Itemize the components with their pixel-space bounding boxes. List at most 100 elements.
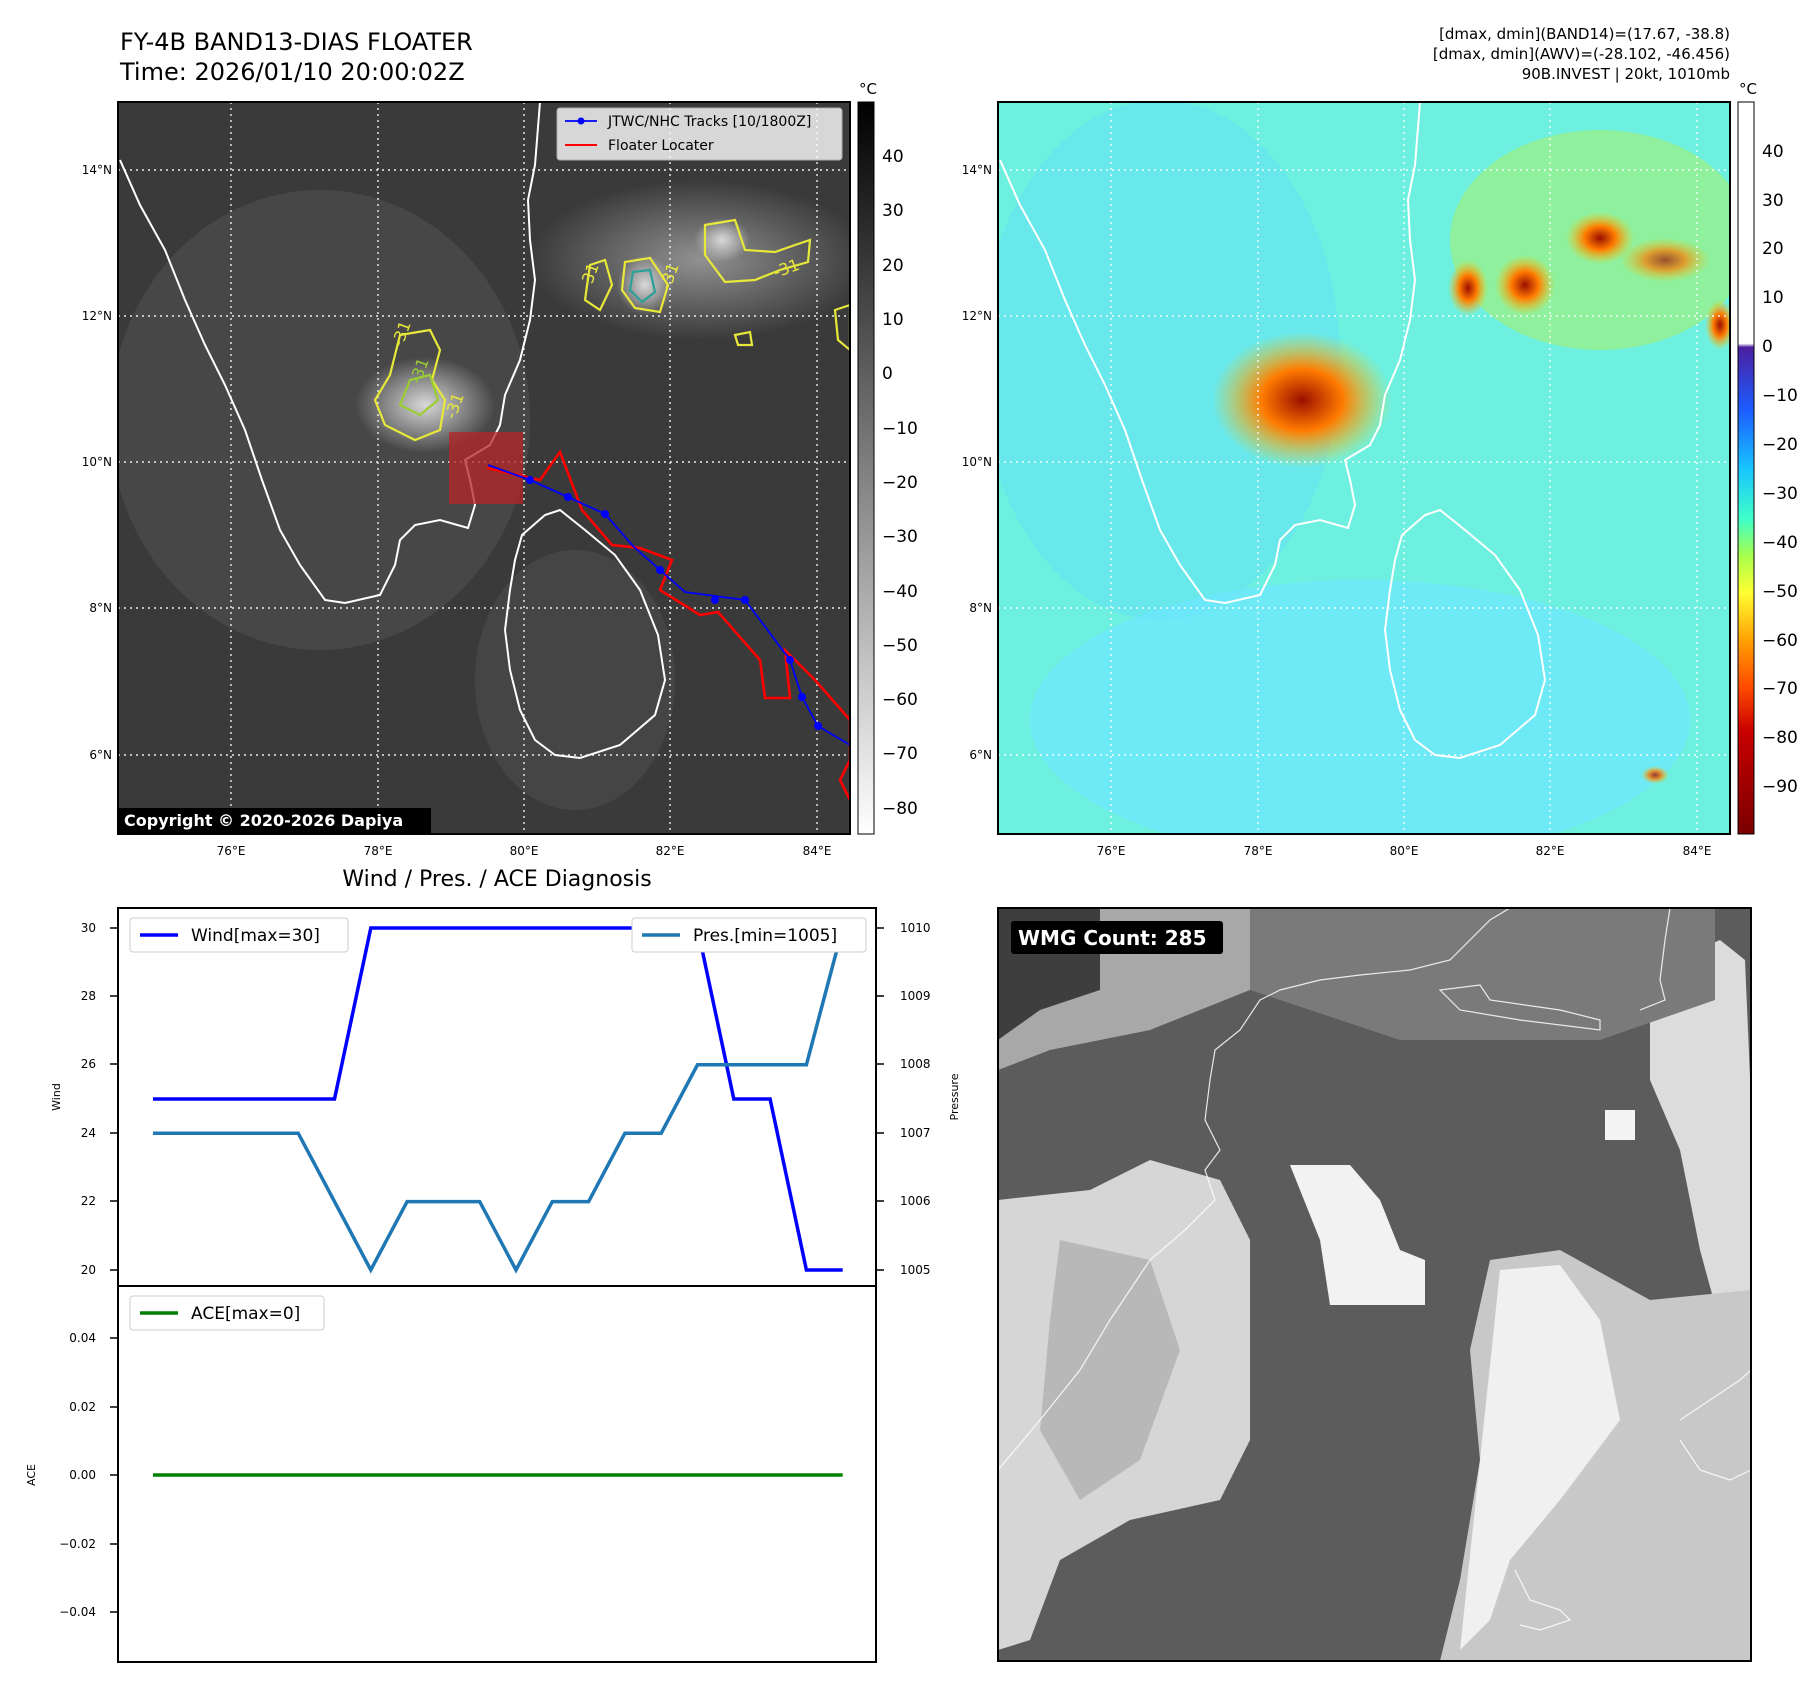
awv-cbar-tick-1: 30 — [1762, 191, 1784, 211]
pressure-legend: Pres.[min=1005] — [631, 917, 867, 953]
ir-cbar-tick-2: 20 — [882, 256, 904, 276]
jtwc-track-points — [526, 476, 822, 730]
ir-lat-tick-6: 6°N — [89, 748, 112, 762]
ir-lon-tick-78: 78°E — [364, 844, 393, 858]
awv-lat-tick-6: 6°N — [969, 748, 992, 762]
awv-cbar-tick-9: −50 — [1762, 582, 1798, 602]
copyright-box — [119, 808, 431, 833]
ace-ytick-000: 0.00 — [69, 1468, 96, 1482]
awv-lat-ticks: 14°N 12°N 10°N 8°N 6°N — [962, 163, 992, 762]
wind-legend: Wind[max=30] — [129, 917, 349, 953]
wind-ytick-24: 24 — [81, 1126, 96, 1140]
wind-ytick-20: 20 — [81, 1263, 96, 1277]
meta-line-1: [dmax, dmin](BAND14)=(17.67, -38.8) — [1439, 25, 1730, 43]
awv-lat-tick-10: 10°N — [962, 455, 992, 469]
awv-colorbar-unit: °C — [1739, 80, 1757, 98]
awv-cbar-tick-3: 10 — [1762, 288, 1784, 308]
wmg-bright-central — [1290, 1165, 1425, 1305]
wind-ytick-marks — [110, 927, 118, 1271]
awv-cell-4 — [1620, 238, 1710, 282]
india-coastline — [119, 102, 541, 605]
ir-lon-ticks: 76°E 78°E 80°E 82°E 84°E — [217, 844, 832, 858]
ir-map-frame — [117, 101, 851, 835]
ir-cbar-tick-0: 40 — [882, 147, 904, 167]
awv-lon-tick-80: 80°E — [1390, 844, 1419, 858]
pressure-line — [153, 927, 845, 1274]
awv-cbar-tick-13: −90 — [1762, 777, 1798, 797]
ir-cbar-tick-12: −80 — [882, 799, 918, 819]
wmg-count-label: WMG Count: 285 — [1018, 926, 1207, 950]
ace-ytick-m004: −0.04 — [59, 1605, 96, 1619]
awv-lat-tick-14: 14°N — [962, 163, 992, 177]
floater-locater-box — [449, 432, 523, 504]
awv-cbar-tick-0: 40 — [1762, 142, 1784, 162]
ir-lon-tick-82: 82°E — [656, 844, 685, 858]
meta-line-2: [dmax, dmin](AWV)=(-28.102, -46.456) — [1433, 45, 1730, 63]
wmg-sri-lanka-edge — [1514, 1369, 1751, 1631]
wind-yticks: 30 28 26 24 22 20 — [81, 921, 96, 1277]
ir-cbar-tick-8: −40 — [882, 582, 918, 602]
awv-cbar-tick-5: −10 — [1762, 386, 1798, 406]
awv-graticule — [998, 102, 1730, 834]
jtwc-track — [487, 464, 850, 746]
wmg-frame — [997, 907, 1752, 1662]
awv-cbar-tick-7: −30 — [1762, 484, 1798, 504]
legend-floater: Floater Locater — [608, 138, 714, 154]
ir-lat-ticks: 14°N 12°N 10°N 8°N 6°N — [82, 163, 112, 762]
cloud-main — [355, 357, 495, 453]
awv-cbar-tick-12: −80 — [1762, 728, 1798, 748]
wmg-coastline-east — [1639, 908, 1671, 1011]
ace-ylabel: ACE — [25, 1464, 38, 1486]
wind-ylabel: Wind — [50, 1083, 63, 1111]
ir-cbar-tick-7: −30 — [882, 527, 918, 547]
map-legend: JTWC/NHC Tracks [10/1800Z] Floater Locat… — [556, 107, 843, 161]
ir-cbar-tick-3: 10 — [882, 310, 904, 330]
pressure-yticks: 1010 1009 1008 1007 1006 1005 — [900, 921, 931, 1277]
floater-path — [486, 449, 850, 801]
ir-map-panel: -31 -31 -31 -31 -31 -31 JTWC/NHC Tracks … — [82, 80, 918, 858]
ir-lon-tick-84: 84°E — [803, 844, 832, 858]
ir-lon-tick-76: 76°E — [217, 844, 246, 858]
awv-map-frame — [997, 101, 1731, 835]
wind-ytick-28: 28 — [81, 989, 96, 1003]
cloud-ne — [530, 180, 850, 340]
awv-cell-5 — [1705, 300, 1730, 350]
legend-tracks: JTWC/NHC Tracks [10/1800Z] — [607, 114, 811, 130]
meta-line-3: 90B.INVEST | 20kt, 1010mb — [1522, 65, 1730, 83]
awv-cbar-tick-8: −40 — [1762, 533, 1798, 553]
wind-line — [153, 926, 843, 1272]
awv-south-tone — [1030, 580, 1690, 834]
pres-ytick-1006: 1006 — [900, 1194, 931, 1208]
ir-lat-tick-8: 8°N — [89, 601, 112, 615]
pressure-ytick-marks — [876, 927, 884, 1271]
awv-cbar-tick-6: −20 — [1762, 435, 1798, 455]
ace-yticks: 0.04 0.02 0.00 −0.02 −0.04 — [59, 1331, 96, 1619]
awv-lat-tick-8: 8°N — [969, 601, 992, 615]
wind-ytick-22: 22 — [81, 1194, 96, 1208]
ir-cbar-tick-1: 30 — [882, 201, 904, 221]
ir-lon-tick-80: 80°E — [510, 844, 539, 858]
awv-cbar-tick-4: 0 — [1762, 337, 1773, 357]
awv-cell-3 — [1566, 212, 1634, 264]
awv-lon-tick-82: 82°E — [1536, 844, 1565, 858]
ir-cbar-tick-6: −20 — [882, 473, 918, 493]
wmg-white-patch — [1605, 1110, 1635, 1140]
awv-lon-tick-84: 84°E — [1683, 844, 1712, 858]
copyright-text: Copyright © 2020-2026 Dapiya — [124, 811, 403, 830]
sri-lanka-coastline — [503, 508, 667, 760]
wmg-island — [1438, 984, 1601, 1031]
diagnosis-panel: Wind / Pres. / ACE Diagnosis 30 28 26 24… — [25, 867, 961, 1663]
ir-colorbar-ticks: 40 30 20 10 0 −10 −20 −30 −40 −50 −60 −7… — [882, 147, 918, 819]
wind-pressure-axes — [117, 907, 877, 1287]
pres-ytick-1010: 1010 — [900, 921, 931, 935]
wmg-coastline — [998, 908, 1511, 1471]
wmg-bright-east — [1650, 940, 1751, 1360]
pres-ytick-1009: 1009 — [900, 989, 931, 1003]
ace-legend-label: ACE[max=0] — [191, 1304, 300, 1324]
awv-colorbar-ticks: 40 30 20 10 0 −10 −20 −30 −40 −50 −60 −7… — [1762, 142, 1798, 797]
awv-cell-main — [1212, 332, 1392, 468]
ir-cbar-tick-5: −10 — [882, 419, 918, 439]
wmg-top-gray — [1250, 908, 1715, 1040]
awv-lat-tick-12: 12°N — [962, 309, 992, 323]
awv-cbar-tick-2: 20 — [1762, 239, 1784, 259]
